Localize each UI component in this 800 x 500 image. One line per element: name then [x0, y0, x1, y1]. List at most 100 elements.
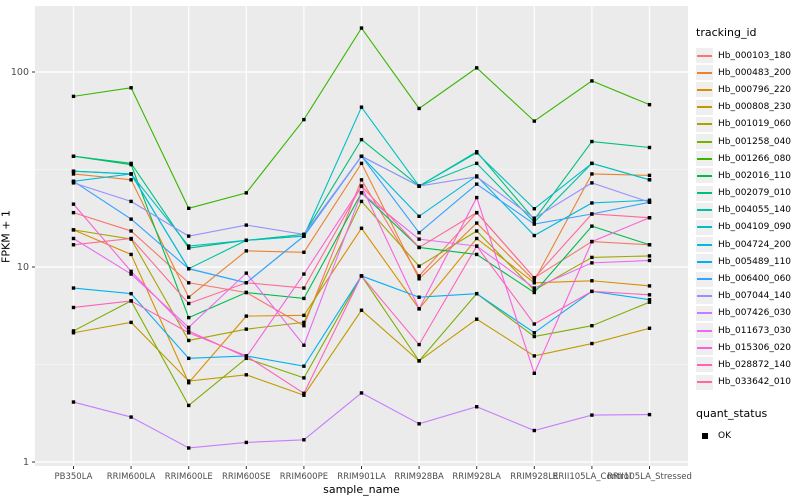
- legend-key-line-icon: [696, 134, 713, 150]
- data-point: [302, 272, 306, 276]
- data-point: [244, 271, 248, 275]
- legend-key-line-icon: [696, 288, 713, 304]
- legend-item-Hb_005489_110: Hb_005489_110: [696, 253, 800, 270]
- data-point: [359, 184, 364, 188]
- data-point: [475, 291, 479, 296]
- legend-items: Hb_000103_180 Hb_000483_200 Hb_000796_220 H…: [696, 47, 800, 391]
- legend-key-line-icon: [696, 65, 713, 81]
- data-point: [302, 438, 306, 442]
- data-point: [647, 254, 652, 258]
- legend-key-line-icon: [696, 99, 713, 115]
- data-point: [187, 246, 191, 250]
- data-point: [647, 258, 652, 263]
- legend-item-label: Hb_001258_040: [718, 136, 792, 147]
- legend-line-swatch: [697, 329, 712, 332]
- data-point: [187, 267, 191, 271]
- data-point: [302, 117, 306, 122]
- legend-line-swatch: [697, 123, 712, 126]
- data-point: [187, 234, 191, 238]
- data-point: [71, 181, 76, 185]
- legend-item-Hb_028872_140: Hb_028872_140: [696, 356, 800, 373]
- legend-key-line-icon: [696, 305, 713, 321]
- data-point: [590, 224, 594, 228]
- data-point: [590, 413, 594, 417]
- legend-line-swatch: [697, 140, 712, 143]
- legend-line-swatch: [697, 312, 712, 315]
- data-point: [532, 354, 536, 358]
- data-point: [129, 269, 133, 274]
- legend-title-tracking-id: tracking_id: [696, 26, 757, 39]
- data-point: [71, 202, 76, 206]
- legend-item-label: Hb_007044_140: [718, 291, 792, 302]
- data-point: [302, 234, 306, 238]
- x-tick-label: RRIM600LE: [165, 472, 213, 482]
- data-point: [302, 320, 306, 325]
- data-point: [359, 154, 364, 158]
- data-point: [532, 222, 536, 226]
- x-tick-label: RRII105LA_Control: [553, 472, 632, 482]
- data-point: [647, 412, 652, 417]
- legend-key-line-icon: [696, 357, 713, 373]
- data-point: [647, 200, 652, 204]
- data-point: [359, 191, 364, 195]
- legend-item-label: Hb_004724_200: [718, 239, 792, 250]
- data-point: [417, 230, 421, 235]
- data-point: [244, 290, 248, 295]
- legend-key-line-icon: [696, 185, 713, 201]
- legend-line-swatch: [697, 209, 712, 212]
- data-point: [129, 229, 133, 233]
- legend-title-quant-status: quant_status: [696, 406, 768, 420]
- data-point: [359, 391, 364, 395]
- data-point: [475, 317, 479, 321]
- data-point: [71, 236, 76, 241]
- data-point: [359, 226, 364, 230]
- data-point: [71, 331, 76, 335]
- data-point: [302, 296, 306, 301]
- data-point: [129, 199, 133, 204]
- data-point: [647, 102, 652, 107]
- data-point: [129, 161, 133, 166]
- legend-item-label: Hb_001019_060: [718, 119, 792, 130]
- data-point: [647, 284, 652, 288]
- data-point: [417, 274, 421, 278]
- data-point: [244, 314, 248, 318]
- legend-item-label: Hb_004055_140: [718, 205, 792, 216]
- data-point: [129, 320, 133, 325]
- data-point: [532, 207, 536, 211]
- data-point: [71, 169, 76, 173]
- data-point: [359, 105, 364, 109]
- legend-key-line-icon: [696, 151, 713, 167]
- data-point: [187, 244, 191, 248]
- legend-item-label: Hb_002079_010: [718, 188, 792, 199]
- data-point: [359, 308, 364, 312]
- legend-item-Hb_033642_010: Hb_033642_010: [696, 374, 800, 391]
- legend-item-label: Hb_007426_030: [718, 308, 792, 319]
- data-point: [532, 276, 536, 280]
- data-point: [590, 139, 594, 144]
- x-tick-label: RRII105LA_Stressed: [607, 472, 692, 482]
- legend-item-Hb_011673_030: Hb_011673_030: [696, 322, 800, 339]
- black-square-point-icon: [701, 433, 708, 440]
- data-point: [417, 277, 421, 281]
- data-point: [590, 161, 594, 166]
- data-point: [590, 201, 594, 205]
- data-point: [129, 291, 133, 296]
- data-point: [359, 26, 364, 30]
- data-point: [187, 295, 191, 299]
- data-point: [302, 250, 306, 254]
- data-point: [187, 356, 191, 361]
- data-point: [647, 300, 652, 304]
- legend-item-label: Hb_006400_060: [718, 274, 792, 285]
- data-point: [532, 279, 536, 283]
- legend-item-label: Hb_002016_110: [718, 170, 792, 181]
- data-point: [244, 223, 248, 227]
- data-point: [590, 341, 594, 346]
- data-point: [302, 286, 306, 290]
- legend-line-swatch: [697, 174, 712, 177]
- data-point: [129, 86, 133, 90]
- data-point: [647, 173, 652, 178]
- data-point: [302, 343, 306, 347]
- data-point: [590, 289, 594, 294]
- x-tick-label: RRIM600SE: [222, 472, 271, 482]
